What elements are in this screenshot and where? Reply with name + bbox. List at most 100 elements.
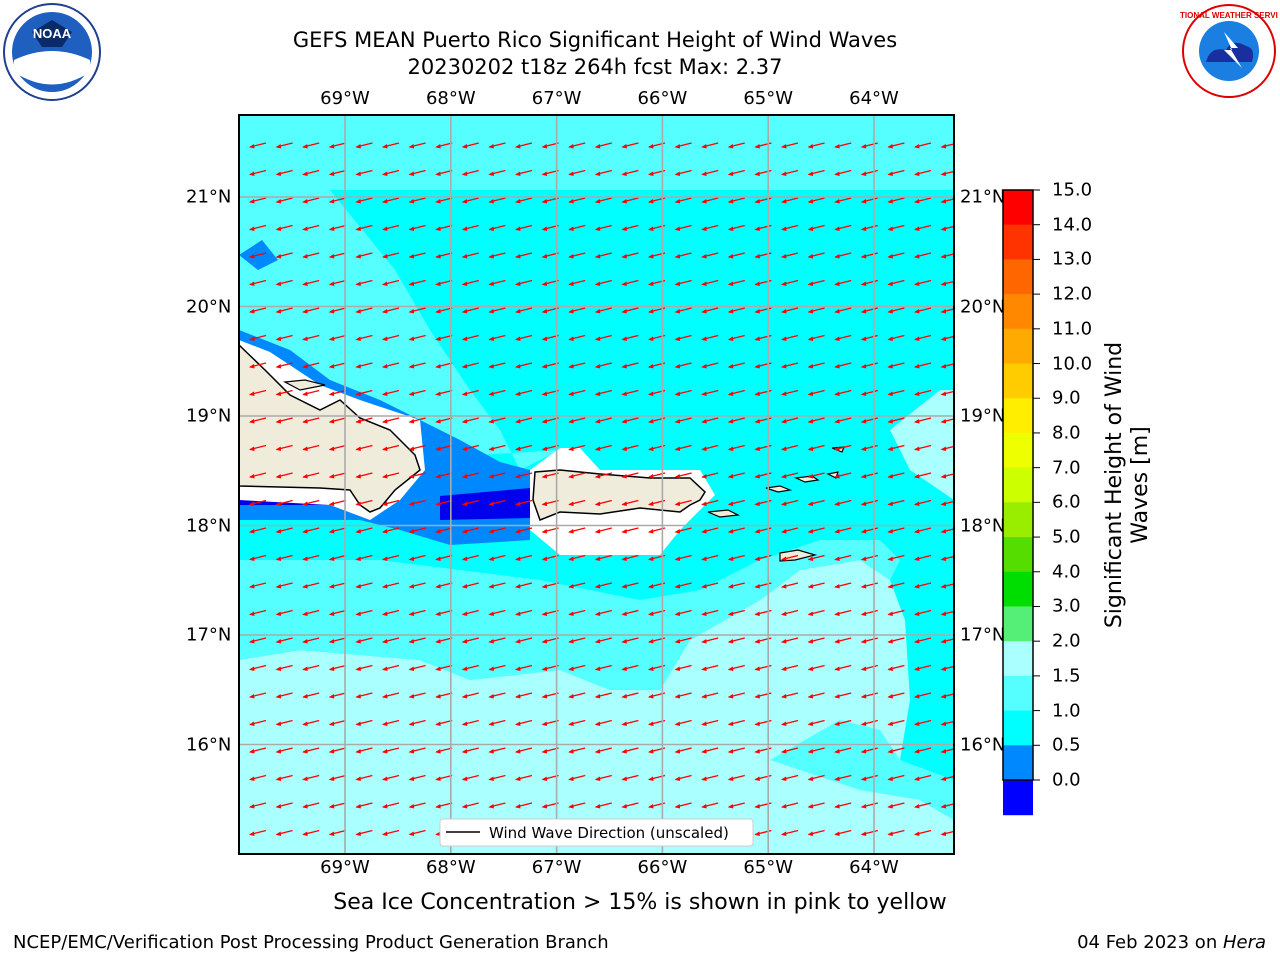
wave-direction-arrow — [328, 747, 346, 754]
wave-direction-arrow — [568, 417, 586, 424]
wave-direction-arrow — [568, 747, 586, 754]
wave-direction-arrow — [275, 802, 293, 809]
wave-direction-arrow — [568, 554, 586, 561]
wave-direction-arrow — [887, 472, 905, 479]
wave-direction-arrow — [594, 664, 612, 671]
wave-direction-arrow — [727, 252, 745, 259]
wave-direction-arrow — [355, 307, 373, 314]
wave-direction-arrow — [249, 444, 267, 451]
wave-direction-arrow — [914, 472, 932, 479]
wave-direction-arrow — [355, 444, 373, 451]
wave-direction-arrow — [887, 334, 905, 341]
wave-direction-arrow — [328, 334, 346, 341]
wave-direction-arrow — [488, 444, 506, 451]
wave-direction-arrow — [594, 802, 612, 809]
wave-direction-arrow — [621, 279, 639, 286]
wave-direction-arrow — [302, 307, 320, 314]
wave-direction-arrow — [781, 252, 799, 259]
wave-direction-arrow — [834, 142, 852, 149]
arrow-legend: Wind Wave Direction (unscaled) — [439, 818, 754, 847]
wave-direction-arrow — [781, 554, 799, 561]
wave-direction-arrow — [355, 169, 373, 176]
wave-direction-arrow — [249, 417, 267, 424]
wave-direction-arrow — [302, 169, 320, 176]
colorbar-tick-label: 14.0 — [1052, 214, 1093, 236]
wave-direction-arrow — [568, 224, 586, 231]
wave-direction-arrow — [834, 417, 852, 424]
wave-direction-arrow — [408, 444, 426, 451]
wave-direction-arrow — [914, 224, 932, 231]
wave-direction-arrow — [302, 719, 320, 726]
wave-direction-arrow — [594, 609, 612, 616]
wave-direction-arrow — [515, 747, 533, 754]
wave-direction-arrow — [328, 252, 346, 259]
wave-direction-arrow — [860, 197, 878, 204]
wave-direction-arrow — [594, 389, 612, 396]
wave-direction-arrow — [834, 444, 852, 451]
wave-direction-arrow — [674, 252, 692, 259]
wave-direction-arrow — [515, 252, 533, 259]
wave-direction-arrow — [781, 637, 799, 644]
wave-direction-arrow — [435, 664, 453, 671]
wave-direction-arrow — [382, 609, 400, 616]
wave-direction-arrow — [355, 637, 373, 644]
wave-direction-arrow — [408, 169, 426, 176]
wave-direction-arrow — [860, 664, 878, 671]
wave-direction-arrow — [860, 142, 878, 149]
wave-direction-arrow — [781, 582, 799, 589]
wave-direction-arrow — [515, 389, 533, 396]
wave-direction-arrow — [275, 444, 293, 451]
lat-label: 17°N — [186, 624, 232, 646]
wave-direction-arrow — [727, 334, 745, 341]
colorbar-tick-label: 1.0 — [1052, 700, 1081, 722]
wave-direction-arrow — [914, 527, 932, 534]
wave-direction-arrow — [701, 664, 719, 671]
wave-direction-arrow — [435, 527, 453, 534]
wave-direction-arrow — [435, 472, 453, 479]
lon-label: 65°W — [743, 857, 794, 878]
lon-label: 69°W — [320, 857, 370, 878]
colorbar-swatch — [1003, 328, 1033, 365]
wave-direction-arrow — [807, 142, 825, 149]
wave-direction-arrow — [408, 499, 426, 506]
wave-direction-arrow — [781, 472, 799, 479]
wave-direction-arrow — [940, 198, 954, 204]
wave-direction-arrow — [807, 307, 825, 314]
wave-direction-arrow — [382, 802, 400, 809]
wave-direction-arrow — [621, 169, 639, 176]
wave-direction-arrow — [461, 307, 479, 314]
lat-label: 20°N — [186, 296, 232, 317]
wave-direction-arrow — [701, 417, 719, 424]
wave-direction-arrow — [674, 637, 692, 644]
wave-direction-arrow — [914, 802, 932, 809]
lat-label: 16°N — [186, 734, 232, 755]
wave-direction-arrow — [887, 609, 905, 616]
wave-direction-arrow — [621, 417, 639, 424]
wave-direction-arrow — [860, 609, 878, 616]
wave-direction-arrow — [594, 444, 612, 451]
lat-label: 16°N — [960, 734, 1006, 755]
wave-direction-arrow — [807, 224, 825, 231]
wave-direction-arrow — [515, 142, 533, 149]
wave-direction-arrow — [435, 747, 453, 754]
wave-direction-arrow — [249, 829, 267, 836]
colorbar-swatch — [1003, 502, 1033, 538]
wave-direction-arrow — [568, 802, 586, 809]
colorbar-tick-label: 10.0 — [1052, 353, 1093, 375]
wave-direction-arrow — [701, 554, 719, 561]
wave-direction-arrow — [408, 554, 426, 561]
wave-direction-arrow — [727, 307, 745, 314]
wave-direction-arrow — [249, 362, 267, 369]
wave-direction-arrow — [249, 334, 267, 341]
wave-direction-arrow — [488, 609, 506, 616]
wave-direction-arrow — [488, 169, 506, 176]
wave-direction-arrow — [382, 389, 400, 396]
wave-direction-arrow — [355, 719, 373, 726]
wave-direction-arrow — [382, 499, 400, 506]
wave-direction-arrow — [887, 197, 905, 204]
wave-direction-arrow — [621, 197, 639, 204]
colorbar-swatch — [1003, 537, 1033, 573]
wave-direction-arrow — [701, 197, 719, 204]
wave-direction-arrow — [328, 829, 346, 836]
wave-direction-arrow — [887, 554, 905, 561]
